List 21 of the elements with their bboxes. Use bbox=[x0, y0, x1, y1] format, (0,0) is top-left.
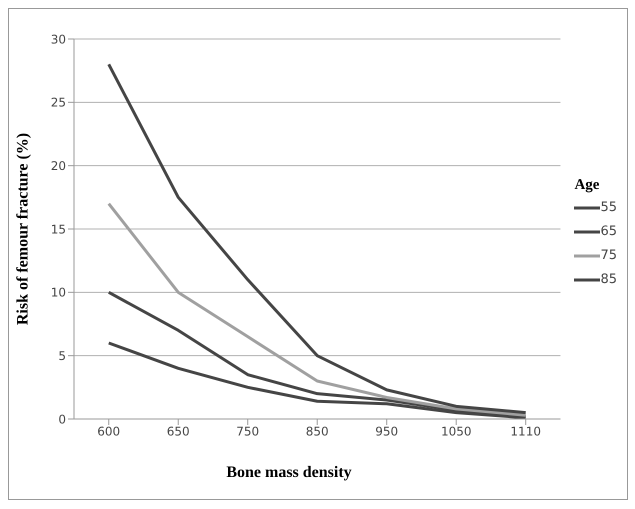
x-axis-title: Bone mass density bbox=[225, 464, 353, 482]
x-tick-label: 600 bbox=[97, 424, 120, 439]
legend-title: Age bbox=[574, 176, 600, 194]
y-tick-label: 5 bbox=[58, 348, 66, 363]
legend-label: 75 bbox=[600, 248, 617, 263]
y-tick-label: 30 bbox=[50, 32, 66, 46]
x-tick-label: 650 bbox=[166, 424, 190, 439]
y-tick-label: 10 bbox=[50, 286, 66, 300]
x-tick-label: 1050 bbox=[440, 424, 472, 439]
x-tick-label: 1110 bbox=[510, 424, 541, 439]
y-tick-label: 20 bbox=[50, 158, 66, 173]
y-tick-label: 25 bbox=[50, 96, 66, 110]
legend-label: 65 bbox=[600, 224, 617, 239]
y-tick-label: 15 bbox=[50, 222, 66, 236]
legend-label: 85 bbox=[600, 272, 617, 287]
y-axis-title: Risk of femour fracture (%) bbox=[14, 132, 32, 326]
y-tick-label: 0 bbox=[58, 412, 66, 426]
x-tick-label: 750 bbox=[236, 424, 260, 439]
legend-label: 55 bbox=[600, 200, 617, 215]
x-tick-label: 850 bbox=[306, 424, 329, 439]
x-tick-label: 950 bbox=[375, 424, 398, 439]
